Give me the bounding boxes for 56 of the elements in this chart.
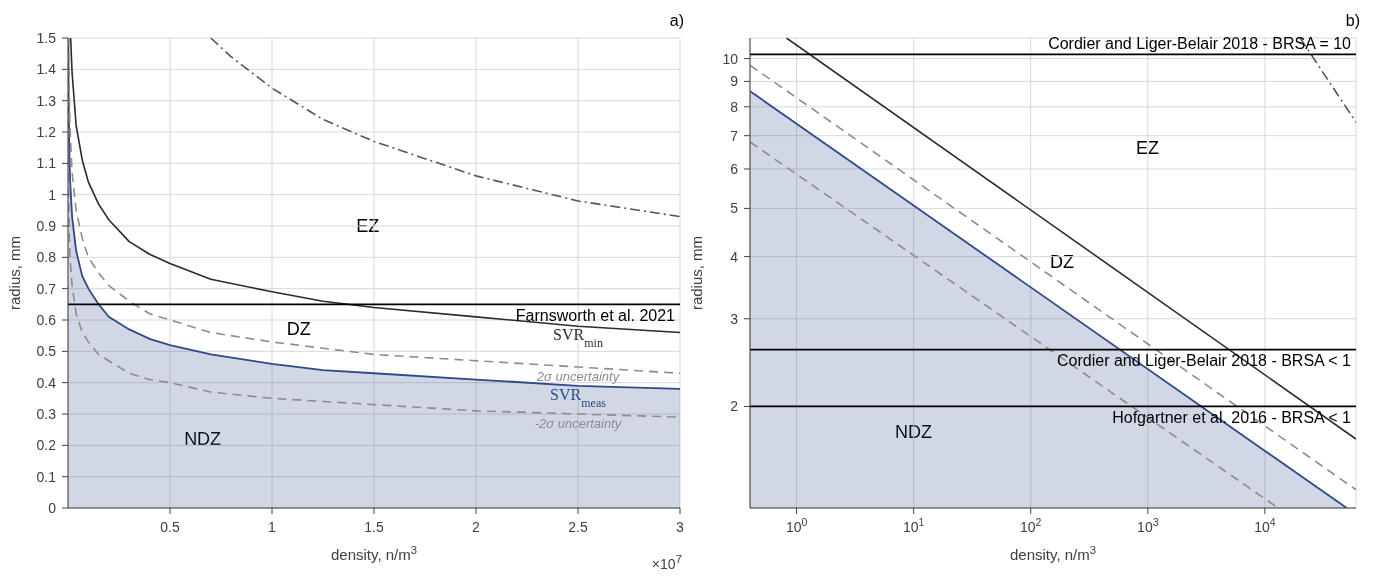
x-tick-label: 10$^{0}$ bbox=[785, 516, 808, 535]
x-tick-label: 10$^{3}$ bbox=[1137, 516, 1159, 535]
x-axis-title: density, n/m$^{3}$ bbox=[1009, 544, 1097, 563]
x-tick-label: 10$^{4}$ bbox=[1254, 516, 1276, 535]
x-tick-label: 10$^{1}$ bbox=[902, 516, 925, 535]
y-tick-label: 0.6 bbox=[36, 312, 57, 328]
y-tick-label: 1.4 bbox=[36, 61, 57, 78]
x-tick-label: 2 bbox=[472, 519, 481, 535]
y-tick-label: 0.5 bbox=[36, 343, 57, 360]
x-tick-label: 3 bbox=[676, 519, 685, 535]
annotation: NDZ bbox=[184, 428, 222, 450]
y-axis-title: radius, mm bbox=[688, 235, 705, 311]
y-tick-label: 0.4 bbox=[36, 374, 57, 391]
annotation: EZ bbox=[1136, 137, 1160, 159]
y-tick-label: 1 bbox=[48, 186, 57, 203]
x-tick-label: 0.5 bbox=[160, 519, 180, 535]
y-tick-label: 1.5 bbox=[36, 30, 57, 46]
y-axis-title: radius, mm bbox=[6, 235, 23, 311]
x-tick-label: 1.5 bbox=[364, 519, 384, 535]
y-tick-label: 1.2 bbox=[36, 124, 57, 140]
annotation: DZ bbox=[1050, 251, 1075, 273]
x-tick-label: 1 bbox=[268, 519, 277, 535]
y-tick-label: 6 bbox=[730, 161, 739, 177]
x-tick-label: 10$^{2}$ bbox=[1020, 516, 1042, 535]
y-tick-label: 7 bbox=[730, 127, 739, 144]
y-tick-label: 0.1 bbox=[36, 468, 57, 485]
y-tick-label: 4 bbox=[730, 248, 739, 265]
y-tick-label: 9 bbox=[730, 73, 739, 90]
y-tick-label: 1.1 bbox=[36, 155, 57, 172]
y-tick-label: 0.9 bbox=[36, 218, 57, 234]
y-tick-label: 0.7 bbox=[36, 280, 57, 297]
text: ×10$^{7}$ bbox=[651, 552, 682, 572]
y-tick-label: 2 bbox=[730, 398, 739, 415]
series-label: SVR$_{meas}$ bbox=[550, 385, 607, 410]
chart-title: b) bbox=[1345, 12, 1360, 30]
y-tick-label: 0.2 bbox=[36, 437, 57, 454]
line-series bbox=[210, 38, 680, 218]
x-tick-label: 2.5 bbox=[568, 519, 588, 535]
y-tick-label: 5 bbox=[730, 200, 739, 217]
annotation: DZ bbox=[286, 318, 311, 340]
y-tick-label: 0.3 bbox=[36, 406, 57, 422]
series-label: SVR$_{min}$ bbox=[553, 326, 603, 351]
y-tick-label: 10 bbox=[722, 50, 739, 67]
ref-line-label: Cordier and Liger-Belair 2018 - BRSA = 10 bbox=[1048, 35, 1352, 53]
series-label: 2σ uncertainty bbox=[535, 369, 621, 384]
ref-line-label: Farnsworth et al. 2021 bbox=[515, 306, 676, 324]
chart-title: a) bbox=[669, 12, 684, 30]
y-tick-label: 0.8 bbox=[36, 249, 57, 266]
annotation: EZ bbox=[356, 215, 380, 237]
y-tick-label: 8 bbox=[730, 98, 739, 115]
y-tick-label: 1.3 bbox=[36, 92, 57, 109]
annotation: NDZ bbox=[895, 421, 933, 443]
y-tick-label: 3 bbox=[730, 310, 739, 327]
x-axis-title: density, n/m$^{3}$ bbox=[330, 544, 418, 563]
y-tick-label: 0 bbox=[48, 500, 57, 516]
series-label: -2σ uncertainty bbox=[534, 416, 623, 431]
